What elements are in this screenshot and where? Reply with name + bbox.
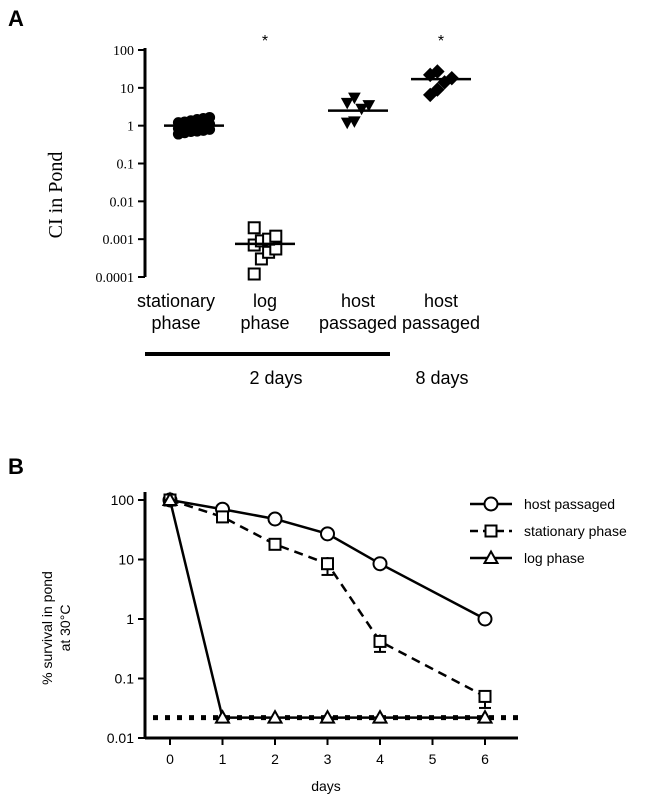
panel-a-x-tick-label: host xyxy=(424,291,458,311)
duration-label-8-days: 8 days xyxy=(415,368,468,388)
panel-a-point xyxy=(340,97,354,110)
series-point-1 xyxy=(268,537,282,551)
panel-b-y-tick-label: 0.1 xyxy=(115,671,135,687)
panel-a-point xyxy=(362,100,376,112)
panel-b-y-axis-label-line1: % survival in pond xyxy=(39,571,55,685)
legend-label: log phase xyxy=(524,550,585,566)
legend-label: host passaged xyxy=(524,496,615,512)
panel-a-point xyxy=(247,267,261,281)
panel-a-point xyxy=(269,229,283,243)
panel-b-x-tick-label: 3 xyxy=(324,751,332,767)
series-point-1 xyxy=(216,510,229,524)
panel-a-y-tick-label: 10 xyxy=(120,82,134,97)
panel-b-ticks: 100 10 1 0.1 0.01 0 1 2 3 4 5 6 xyxy=(107,492,489,767)
series-point-1 xyxy=(373,634,387,648)
panel-b-y-tick-label: 10 xyxy=(118,552,134,568)
panel-b: B % survival in pond at 30°C 1001010.10.… xyxy=(8,454,627,794)
panel-b-x-tick-label: 4 xyxy=(376,751,384,767)
panel-label-b: B xyxy=(8,454,24,479)
panel-b-legend: host passaged stationary phase log phase xyxy=(470,496,627,566)
panel-b-y-tick-label: 1 xyxy=(126,611,134,627)
panel-b-x-axis-label: days xyxy=(311,778,341,794)
panel-a-point xyxy=(247,221,261,235)
panel-a-x-tick-label: log xyxy=(253,291,277,311)
series-line-1 xyxy=(169,498,486,698)
panel-a-point xyxy=(348,116,361,128)
panel-b-x-tick-label: 5 xyxy=(429,751,437,767)
series-point-2 xyxy=(161,491,179,506)
panel-a-y-tick-label: 100 xyxy=(113,44,134,59)
panel-a-x-tick-label: phase xyxy=(240,313,289,333)
series-point-0 xyxy=(320,526,335,542)
panel-a-point xyxy=(340,117,354,130)
legend-marker xyxy=(484,524,498,538)
legend-label: stationary phase xyxy=(524,523,627,539)
panel-a-x-tick-label: passaged xyxy=(319,313,397,333)
panel-b-series xyxy=(153,491,518,724)
series-point-1 xyxy=(321,557,334,571)
panel-a-point xyxy=(254,252,268,266)
series-line-2 xyxy=(168,499,485,719)
series-point-2 xyxy=(371,709,389,724)
panel-a-x-tick-label: stationary xyxy=(137,291,215,311)
panel-a-x-labels: stationaryphaselogphasehostpassagedhostp… xyxy=(137,291,480,333)
series-line-0 xyxy=(169,498,486,621)
panel-label-a: A xyxy=(8,6,24,31)
series-point-2 xyxy=(319,709,336,724)
panel-a-y-tick-label: 1 xyxy=(127,120,134,135)
panel-a-y-tick-label: 0.01 xyxy=(110,195,135,210)
panel-a-point xyxy=(348,92,361,105)
duration-label-2-days: 2 days xyxy=(249,368,302,388)
series-point-2 xyxy=(266,709,284,724)
panel-b-x-tick-label: 0 xyxy=(166,751,174,767)
panel-a-significance-star: * xyxy=(262,33,268,50)
series-point-0 xyxy=(372,556,388,572)
panel-b-y-axis-label-line2: at 30°C xyxy=(57,605,73,652)
panel-b-y-tick-label: 100 xyxy=(111,492,135,508)
panel-a-y-tick-label: 0.1 xyxy=(117,158,135,173)
panel-a-x-tick-label: phase xyxy=(151,313,200,333)
panel-b-x-tick-label: 2 xyxy=(271,751,279,767)
panel-a-y-axis-label: CI in Pond xyxy=(45,152,67,239)
panel-b-x-tick-label: 1 xyxy=(219,751,227,767)
series-point-0 xyxy=(267,511,283,527)
panel-a-y-tick-label: 0.001 xyxy=(103,233,135,248)
panel-a-significance-star: * xyxy=(438,33,444,50)
panel-b-y-tick-label: 0.01 xyxy=(107,730,134,746)
legend-marker xyxy=(483,496,499,512)
series-point-1 xyxy=(478,689,492,703)
panel-a-x-tick-label: passaged xyxy=(402,313,480,333)
panel-a-x-tick-label: host xyxy=(341,291,375,311)
panel-a-y-ticks: 100 10 1 0.1 0.01 0.001 0.0001 xyxy=(96,44,145,286)
panel-b-x-tick-label: 6 xyxy=(481,751,489,767)
panel-a-y-tick-label: 0.0001 xyxy=(96,271,135,286)
series-point-2 xyxy=(476,709,494,724)
panel-a-point xyxy=(430,82,445,97)
panel-a-point xyxy=(204,111,216,123)
panel-a-points: * * xyxy=(164,33,471,281)
legend-marker xyxy=(482,549,500,564)
series-point-2 xyxy=(214,709,231,724)
panel-a-point xyxy=(355,103,368,116)
series-point-0 xyxy=(477,611,493,627)
panel-b-axes xyxy=(143,492,518,740)
